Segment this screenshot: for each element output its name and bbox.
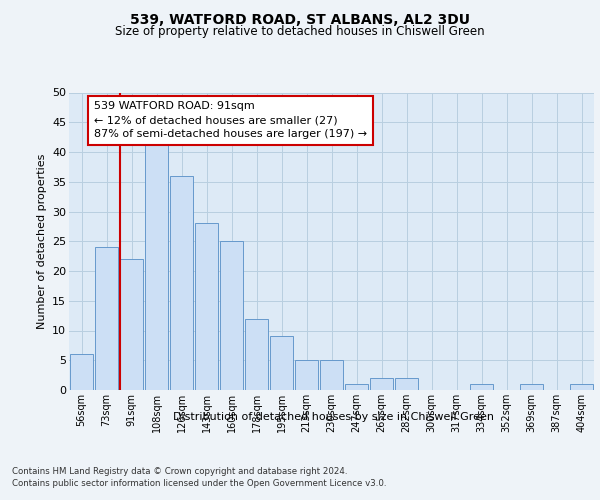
- Bar: [295, 360, 319, 390]
- Bar: [70, 354, 94, 390]
- Text: Contains HM Land Registry data © Crown copyright and database right 2024.: Contains HM Land Registry data © Crown c…: [12, 468, 347, 476]
- Bar: [344, 384, 368, 390]
- Text: 539, WATFORD ROAD, ST ALBANS, AL2 3DU: 539, WATFORD ROAD, ST ALBANS, AL2 3DU: [130, 12, 470, 26]
- Bar: [370, 378, 394, 390]
- Bar: [395, 378, 418, 390]
- Bar: [95, 247, 118, 390]
- Bar: [245, 318, 268, 390]
- Bar: [269, 336, 293, 390]
- Bar: [470, 384, 493, 390]
- Bar: [520, 384, 544, 390]
- Y-axis label: Number of detached properties: Number of detached properties: [37, 154, 47, 329]
- Bar: [194, 224, 218, 390]
- Bar: [145, 140, 169, 390]
- Bar: [320, 360, 343, 390]
- Bar: [220, 242, 244, 390]
- Text: Distribution of detached houses by size in Chiswell Green: Distribution of detached houses by size …: [173, 412, 494, 422]
- Bar: [170, 176, 193, 390]
- Text: Size of property relative to detached houses in Chiswell Green: Size of property relative to detached ho…: [115, 25, 485, 38]
- Bar: [569, 384, 593, 390]
- Text: Contains public sector information licensed under the Open Government Licence v3: Contains public sector information licen…: [12, 479, 386, 488]
- Bar: [119, 259, 143, 390]
- Text: 539 WATFORD ROAD: 91sqm
← 12% of detached houses are smaller (27)
87% of semi-de: 539 WATFORD ROAD: 91sqm ← 12% of detache…: [94, 102, 367, 140]
